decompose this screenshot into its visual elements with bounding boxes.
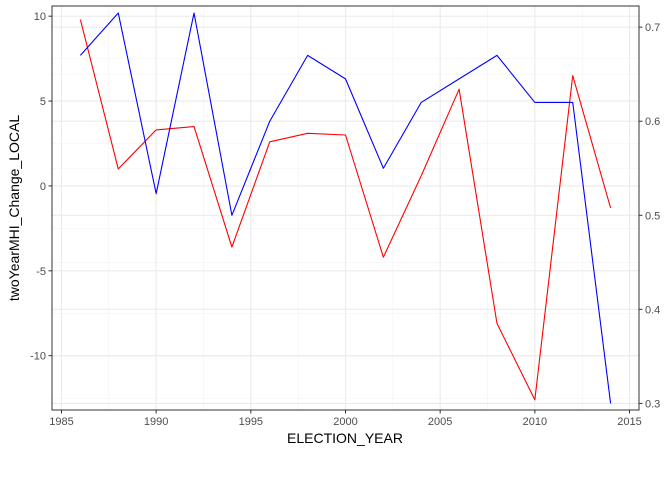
y-tick-label: -10 xyxy=(30,351,46,363)
y2-tick-label: 0.3 xyxy=(645,398,660,410)
x-tick-label: 2015 xyxy=(617,416,641,428)
y2-tick-label: 0.7 xyxy=(645,22,660,34)
series-line-1 xyxy=(79,19,612,401)
y-tick-label: 0 xyxy=(40,181,46,193)
y-tick-label: 5 xyxy=(40,96,46,108)
y-tick-label: 10 xyxy=(34,11,46,23)
x-tick-label: 1985 xyxy=(49,416,73,428)
series-lines xyxy=(79,12,612,404)
y2-tick-label: 0.5 xyxy=(645,210,660,222)
y-tick-label: -5 xyxy=(36,266,46,278)
x-tick-label: 1990 xyxy=(144,416,168,428)
x-tick-label: 2005 xyxy=(428,416,452,428)
y2-tick-label: 0.6 xyxy=(645,116,660,128)
y2-tick-label: 0.4 xyxy=(645,304,660,316)
axes: 1985 1990 1995 2000 2005 2010 2015 -10 -5 0 5 10 0.3… xyxy=(30,11,660,428)
x-tick-label: 2000 xyxy=(333,416,357,428)
y-axis-title: twoYearMHI_Change_LOCAL xyxy=(6,115,22,301)
x-tick-label: 2010 xyxy=(523,416,547,428)
series-line-2 xyxy=(79,12,612,404)
x-axis-title: ELECTION_YEAR xyxy=(287,430,403,446)
x-tick-label: 1995 xyxy=(239,416,263,428)
grid xyxy=(52,6,639,410)
